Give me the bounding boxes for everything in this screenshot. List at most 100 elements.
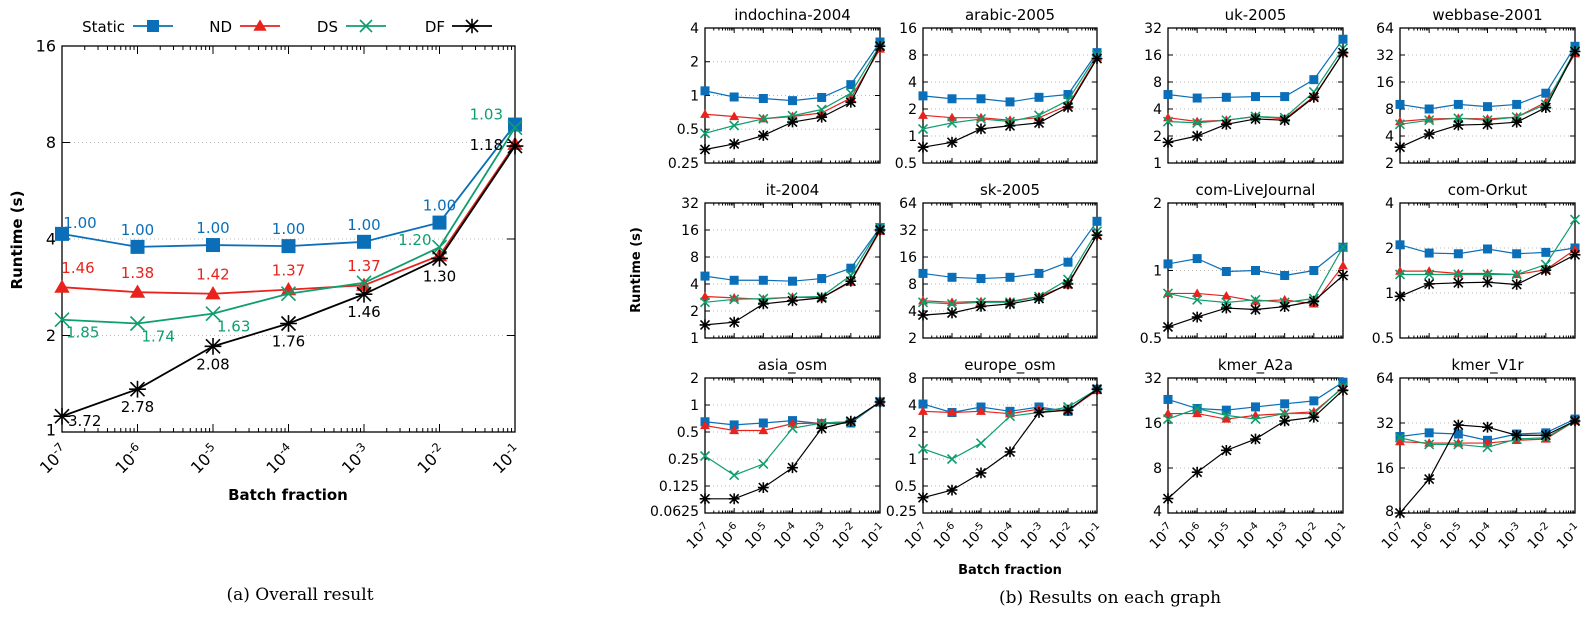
square-marker	[206, 238, 220, 253]
series-Static	[1163, 242, 1348, 280]
square-marker	[147, 20, 159, 32]
cross-marker	[1394, 432, 1406, 443]
asterisk-marker	[787, 462, 798, 474]
square-marker	[1063, 90, 1073, 100]
asterisk-marker	[1091, 229, 1103, 241]
square-marker	[700, 86, 710, 96]
square-marker	[1541, 88, 1551, 98]
square-marker	[1280, 270, 1290, 280]
y-tick-label: 0.5	[677, 425, 699, 441]
asterisk-marker	[1279, 301, 1291, 313]
subplot-title: indochina-2004	[734, 6, 851, 24]
x-tick-label: 10-2	[412, 440, 450, 478]
y-tick-label: 32	[1376, 48, 1394, 64]
triangle-marker	[918, 110, 928, 119]
plot-kmer_A2a: kmer_A2a 4 8 16 32 10-710-610-510-410-310-210…	[1144, 356, 1349, 553]
asterisk-marker	[53, 407, 71, 425]
asterisk-marker	[1511, 279, 1523, 290]
cross-marker	[1004, 411, 1016, 422]
asterisk-marker	[355, 285, 373, 303]
asterisk-marker	[1394, 290, 1406, 302]
data-label: 1.85	[66, 324, 99, 342]
asterisk-marker	[1162, 493, 1174, 504]
x-tick-label: 10-2	[1291, 520, 1323, 552]
subplot-title: com-LiveJournal	[1196, 181, 1316, 199]
square-marker	[1280, 399, 1290, 409]
triangle-marker	[918, 406, 928, 415]
square-marker	[508, 117, 522, 132]
y-tick-label: 4	[908, 75, 917, 91]
y-tick-label: 4	[690, 277, 699, 293]
square-marker	[788, 276, 797, 286]
square-marker	[817, 274, 827, 284]
cross-marker	[1162, 288, 1174, 299]
plot-frame	[61, 45, 516, 433]
cross-marker	[699, 128, 711, 139]
plot-indochina-2004: indochina-2004 0.25 0.5 1 2 4	[668, 6, 886, 172]
y-tick-label: 8	[1153, 461, 1162, 477]
plot-frame	[922, 377, 1098, 514]
series-line-Static	[704, 41, 881, 102]
y-tick-label: 8	[1153, 75, 1162, 91]
y-tick-label: 0.0625	[650, 504, 699, 520]
asterisk-marker	[874, 224, 886, 236]
x-tick-label: 10-1	[487, 440, 525, 478]
y-tick-label: 1	[908, 452, 917, 468]
asterisk-marker	[1033, 117, 1045, 129]
square-marker	[1192, 93, 1202, 103]
x-tick-label: 10-5	[959, 520, 991, 552]
y-tick-label: 8	[908, 371, 917, 387]
square-marker	[1092, 216, 1102, 226]
cross-marker	[758, 458, 769, 470]
legend-label: ND	[209, 18, 232, 36]
triangle-marker	[1338, 260, 1348, 270]
square-marker	[1395, 99, 1405, 109]
data-label: 1.74	[142, 328, 175, 346]
subplot-title: arabic-2005	[965, 6, 1055, 24]
cross-marker	[1424, 115, 1435, 126]
square-marker	[1280, 92, 1290, 102]
y-tick-label: 16	[1144, 48, 1162, 64]
x-tick-label: 10-7	[683, 520, 715, 552]
y-tick-label: 0.25	[668, 452, 699, 468]
triangle-marker	[129, 284, 146, 298]
square-marker	[1192, 254, 1202, 264]
y-tick-label: 4	[1385, 196, 1394, 212]
square-marker	[1424, 104, 1434, 114]
square-marker	[1309, 396, 1319, 406]
data-label: 1.63	[217, 318, 250, 336]
asterisk-marker	[699, 493, 711, 505]
series-Static	[1395, 41, 1580, 114]
triangle-marker	[253, 19, 267, 31]
cross-marker	[816, 104, 827, 115]
square-marker	[1221, 92, 1231, 102]
asterisk-marker	[1394, 141, 1406, 153]
x-tick-label: 10-6	[930, 520, 962, 552]
asterisk-marker	[1004, 298, 1016, 310]
asterisk-marker	[1220, 118, 1232, 130]
y-tick-label: 16	[899, 21, 917, 37]
y-tick-label: 1	[690, 88, 699, 104]
y-tick-label: 4	[690, 21, 699, 37]
square-marker	[1309, 266, 1319, 275]
square-marker	[1005, 272, 1015, 282]
asterisk-marker	[1452, 119, 1464, 131]
square-marker	[1063, 257, 1073, 267]
square-marker	[1338, 377, 1348, 387]
data-label: 1.37	[347, 257, 380, 275]
asterisk-marker	[1220, 302, 1232, 314]
cross-marker	[729, 294, 740, 305]
asterisk-marker	[699, 319, 711, 331]
series-DS	[1394, 214, 1581, 280]
plot-asia_osm: asia_osm 0.0625 0.125 0.25 0.5 1 2 10-710-610-5…	[650, 356, 886, 553]
y-tick-label: 0.5	[895, 156, 917, 172]
data-label: 1.03	[470, 106, 503, 124]
asterisk-marker	[1452, 277, 1464, 289]
x-tick-label: 10-5	[741, 520, 773, 552]
x-tick-label: 10-7	[1146, 520, 1178, 552]
square-marker	[1483, 102, 1492, 112]
legend-item-ND: ND	[209, 18, 280, 36]
cross-marker	[729, 470, 740, 481]
triangle-marker	[1192, 408, 1203, 418]
square-marker	[1251, 92, 1260, 102]
